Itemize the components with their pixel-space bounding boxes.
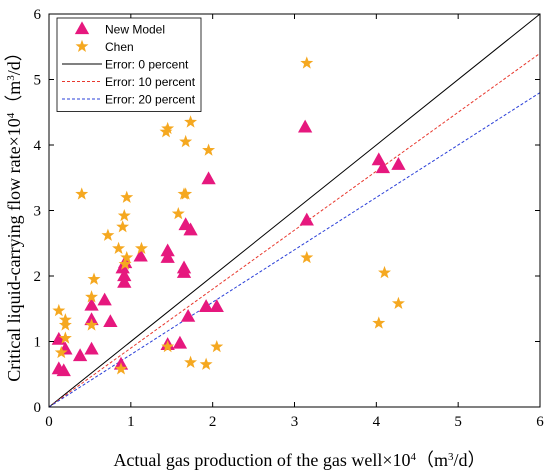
chen-point (171, 206, 185, 220)
data-points-layer (51, 56, 406, 377)
chen-point (114, 362, 128, 375)
chen-point (87, 272, 101, 285)
legend-swatch-new-model (74, 21, 90, 35)
new-model-point (297, 119, 313, 133)
new-model-point (198, 299, 214, 312)
chen-point (179, 187, 193, 200)
x-tick-label: 0 (45, 414, 53, 430)
new-model-point (375, 160, 391, 174)
x-tick-label: 1 (127, 414, 135, 430)
chen-point (300, 56, 314, 69)
chen-point (112, 241, 126, 254)
x-tick-label: 2 (209, 414, 217, 430)
chen-point (161, 339, 175, 353)
new-model-point (133, 248, 148, 262)
chen-point (54, 345, 68, 359)
legend-swatch-chen (75, 39, 89, 52)
chen-point (184, 355, 198, 368)
y-tick-label: 6 (34, 7, 42, 23)
reference-line-error-20-percent (49, 92, 540, 407)
new-model-point (391, 156, 406, 170)
legend-label: Error: 10 percent (105, 75, 196, 89)
y-tick-label: 0 (34, 400, 42, 416)
chen-point (58, 331, 72, 344)
chen-point (85, 318, 99, 331)
new-model-point (84, 341, 99, 355)
chen-point (117, 208, 131, 222)
new-model-point (117, 274, 132, 288)
new-model-point (209, 299, 224, 312)
chen-point (391, 296, 405, 310)
new-model-point (84, 297, 99, 311)
new-model-point (97, 292, 112, 306)
new-model-point (103, 314, 118, 328)
chen-point (210, 339, 224, 353)
new-model-point (183, 222, 198, 236)
new-model-point (299, 212, 314, 226)
y-axis-label: Critical liquid-carrying flow rate×104（m… (4, 43, 24, 382)
chen-point (300, 250, 314, 264)
legend-item-new-model: New Model (74, 21, 165, 37)
x-tick-label: 3 (291, 414, 299, 430)
legend-label: Chen (105, 40, 134, 54)
y-tick-label: 2 (34, 269, 42, 285)
reference-lines-layer (49, 14, 540, 407)
new-model-point (56, 363, 71, 377)
chen-point (101, 228, 115, 241)
chen-point (118, 257, 132, 270)
x-axis-label: Actual gas production of the gas well×10… (113, 450, 485, 470)
chen-point (52, 303, 66, 317)
legend-label: New Model (105, 23, 165, 37)
legend-label: Error: 0 percent (105, 58, 189, 72)
chen-point (85, 290, 99, 303)
new-model-point (172, 335, 188, 349)
new-model-point (180, 308, 196, 322)
x-tick-label: 4 (373, 414, 381, 430)
x-tick-label: 6 (536, 414, 544, 430)
legend-item-error-20-percent: Error: 20 percent (62, 93, 196, 107)
y-tick-label: 4 (34, 138, 42, 154)
axis-ticks-layer: 0 1 2 3 4 5 6 0 1 2 3 4 5 6 (34, 7, 545, 430)
y-tick-label: 3 (34, 204, 42, 220)
legend: New Model Chen Error: 0 percent Error: 10 p… (56, 17, 202, 112)
chen-point (120, 250, 134, 264)
chen-point (372, 316, 386, 329)
y-tick-label: 1 (34, 335, 42, 351)
chen-point (184, 115, 198, 128)
legend-item-chen: Chen (75, 39, 134, 54)
new-model-point (117, 268, 132, 282)
chen-point (75, 187, 89, 200)
chen-point (199, 357, 213, 370)
series-chen (52, 56, 405, 375)
new-model-point (160, 243, 175, 257)
new-model-point (176, 260, 192, 274)
chen-point (120, 190, 134, 203)
reference-line-error-10-percent (49, 52, 540, 407)
new-model-point (201, 171, 216, 185)
chen-point (378, 265, 391, 279)
chen-point (161, 121, 175, 135)
x-tick-label: 5 (454, 414, 462, 430)
new-model-point (72, 348, 88, 362)
series-new-model (51, 119, 406, 377)
y-tick-label: 5 (34, 73, 42, 89)
chen-point (58, 313, 72, 326)
legend-item-error-10-percent: Error: 10 percent (62, 75, 196, 89)
legend-label: Error: 20 percent (105, 93, 196, 107)
chen-point (179, 134, 193, 148)
new-model-point (160, 250, 175, 263)
legend-item-error-0-percent: Error: 0 percent (62, 58, 189, 72)
chen-point (202, 143, 216, 156)
chen-point (135, 241, 148, 254)
chen-point (116, 220, 130, 233)
reference-line-error-0-percent (49, 14, 540, 407)
chen-point (58, 318, 72, 331)
